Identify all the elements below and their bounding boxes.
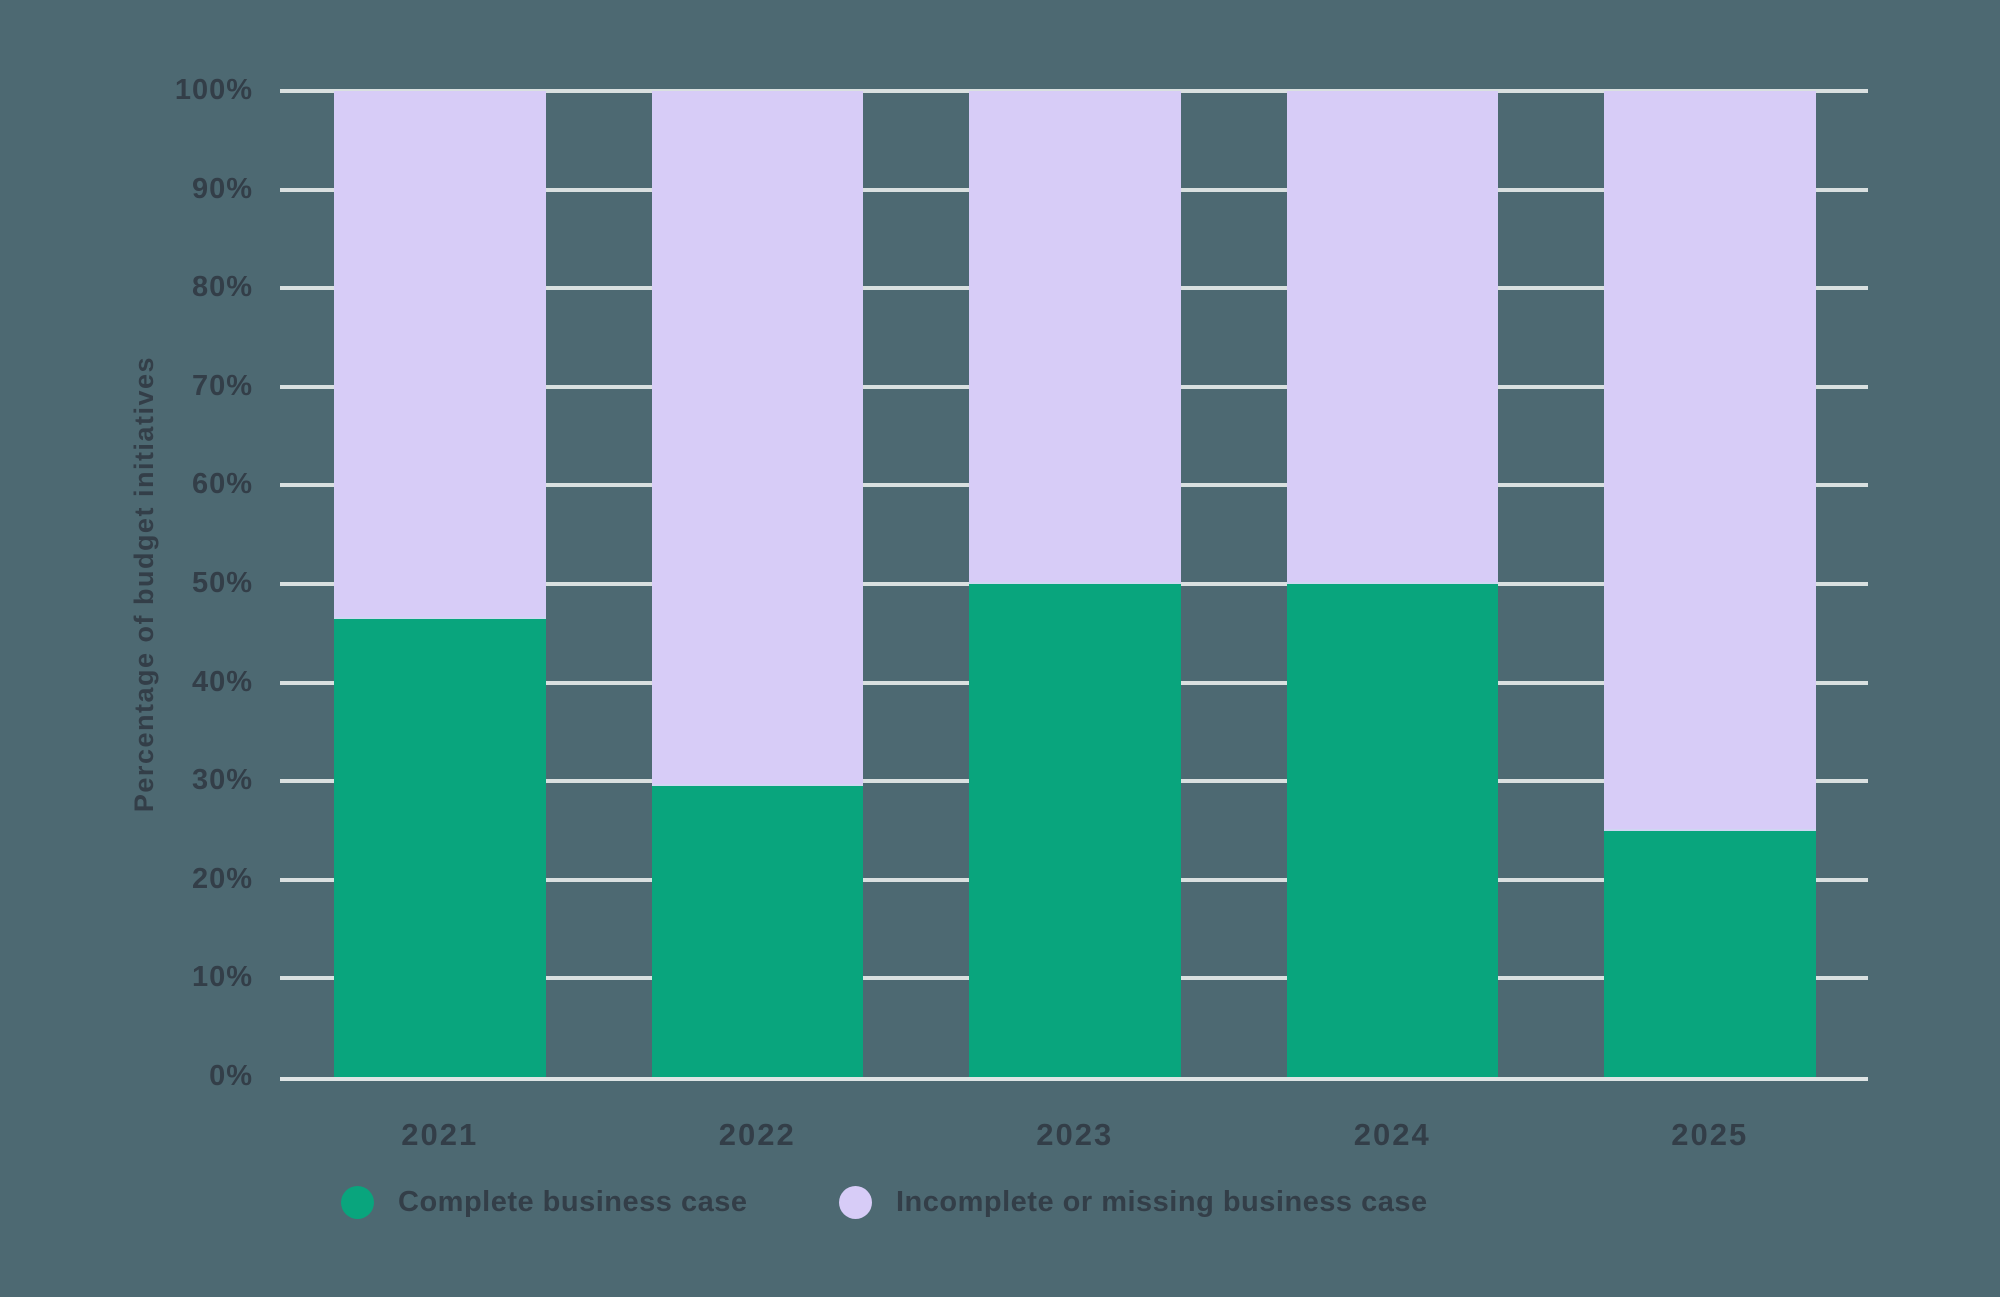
x-tick-label-2025: 2025 bbox=[1671, 1117, 1749, 1152]
bar-2022-incomplete bbox=[651, 91, 863, 787]
y-tick-label-80%: 80% bbox=[191, 271, 253, 304]
bar-2024-incomplete bbox=[1286, 91, 1498, 584]
x-tick-label-2022: 2022 bbox=[718, 1117, 796, 1152]
y-tick-label-10%: 10% bbox=[191, 961, 253, 994]
y-tick-label-50%: 50% bbox=[191, 567, 253, 599]
y-tick-label-70%: 70% bbox=[191, 369, 253, 402]
bar-2023-complete bbox=[969, 584, 1181, 1077]
x-tick-label-2024: 2024 bbox=[1353, 1117, 1431, 1152]
y-tick-label-20%: 20% bbox=[191, 862, 253, 895]
bar-2025-incomplete bbox=[1604, 91, 1816, 831]
legend-item-incomplete: Incomplete or missing business case bbox=[839, 1184, 1428, 1221]
y-tick-label-0%: 0% bbox=[209, 1060, 253, 1092]
y-tick-label-60%: 60% bbox=[191, 468, 253, 501]
legend-item-complete: Complete business case bbox=[341, 1184, 747, 1221]
x-axis-line bbox=[280, 1077, 1868, 1081]
legend-label-complete: Complete business case bbox=[398, 1186, 748, 1218]
bar-2021-incomplete bbox=[334, 91, 546, 619]
legend-swatch-complete bbox=[341, 1186, 374, 1219]
x-tick-label-2023: 2023 bbox=[1036, 1117, 1114, 1152]
y-tick-label-90%: 90% bbox=[191, 172, 253, 205]
legend-swatch-incomplete bbox=[839, 1186, 872, 1219]
bar-2023-incomplete bbox=[969, 91, 1181, 584]
bar-2021-complete bbox=[334, 618, 546, 1077]
y-tick-label-40%: 40% bbox=[191, 665, 253, 698]
y-tick-label-30%: 30% bbox=[191, 764, 253, 797]
x-tick-label-2021: 2021 bbox=[401, 1117, 479, 1152]
y-tick-label-100%: 100% bbox=[174, 74, 253, 106]
bar-2022-complete bbox=[651, 786, 863, 1077]
bar-2024-complete bbox=[1286, 584, 1498, 1077]
legend-label-incomplete: Incomplete or missing business case bbox=[896, 1186, 1428, 1218]
bar-2025-complete bbox=[1604, 830, 1816, 1077]
